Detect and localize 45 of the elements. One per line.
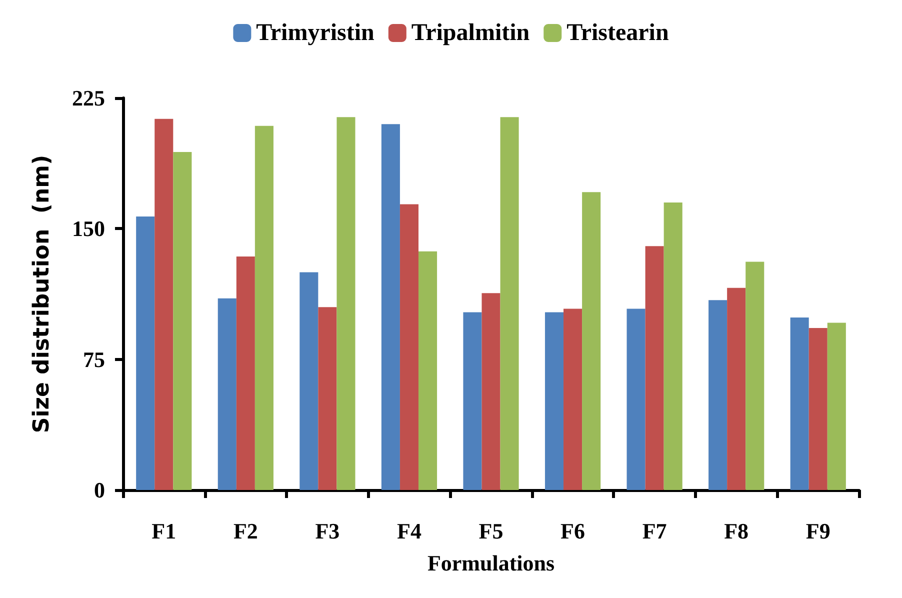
bar	[482, 293, 500, 490]
x-tick-label: F8	[724, 518, 749, 544]
x-tick-label: F3	[315, 518, 340, 544]
bar	[136, 216, 155, 490]
legend-label: Tristearin	[566, 20, 669, 46]
bar	[336, 117, 356, 490]
bar	[582, 192, 601, 490]
bar	[544, 312, 564, 490]
bar	[664, 202, 682, 490]
y-tick-label: 225	[72, 86, 105, 110]
bar	[626, 308, 646, 490]
bar	[218, 298, 236, 490]
x-tick-label: F7	[642, 518, 667, 544]
bar	[564, 308, 582, 490]
x-tick-label: F9	[806, 518, 830, 544]
bar	[381, 124, 400, 490]
bar	[790, 318, 809, 490]
bar	[318, 307, 337, 490]
bar	[300, 272, 318, 490]
bar	[463, 312, 482, 490]
x-tick-label: F2	[233, 518, 258, 544]
bar	[236, 256, 255, 490]
x-tick-label: F6	[560, 518, 586, 544]
bar	[418, 251, 438, 490]
y-tick-label: 75	[83, 346, 105, 372]
bar	[808, 328, 828, 490]
bar	[154, 118, 174, 490]
x-axis-title: Formulations	[427, 550, 555, 576]
x-tick-label: F1	[152, 518, 176, 544]
bar	[645, 246, 664, 490]
legend-label: Trimyristin	[256, 20, 374, 46]
bar	[746, 262, 764, 490]
bar	[500, 117, 519, 490]
y-tick-label: 150	[72, 216, 105, 242]
bar	[708, 300, 728, 490]
legend-label: Tripalmitin	[411, 20, 530, 46]
bar	[400, 204, 418, 490]
x-tick-label: F5	[478, 518, 504, 544]
y-axis-title: Size distribution (nm)	[30, 154, 54, 434]
x-tick-label: F4	[396, 518, 422, 544]
y-tick-label: 0	[94, 478, 105, 502]
bar	[827, 322, 846, 490]
bar	[173, 152, 192, 490]
bar	[254, 126, 274, 490]
bar	[727, 288, 746, 490]
